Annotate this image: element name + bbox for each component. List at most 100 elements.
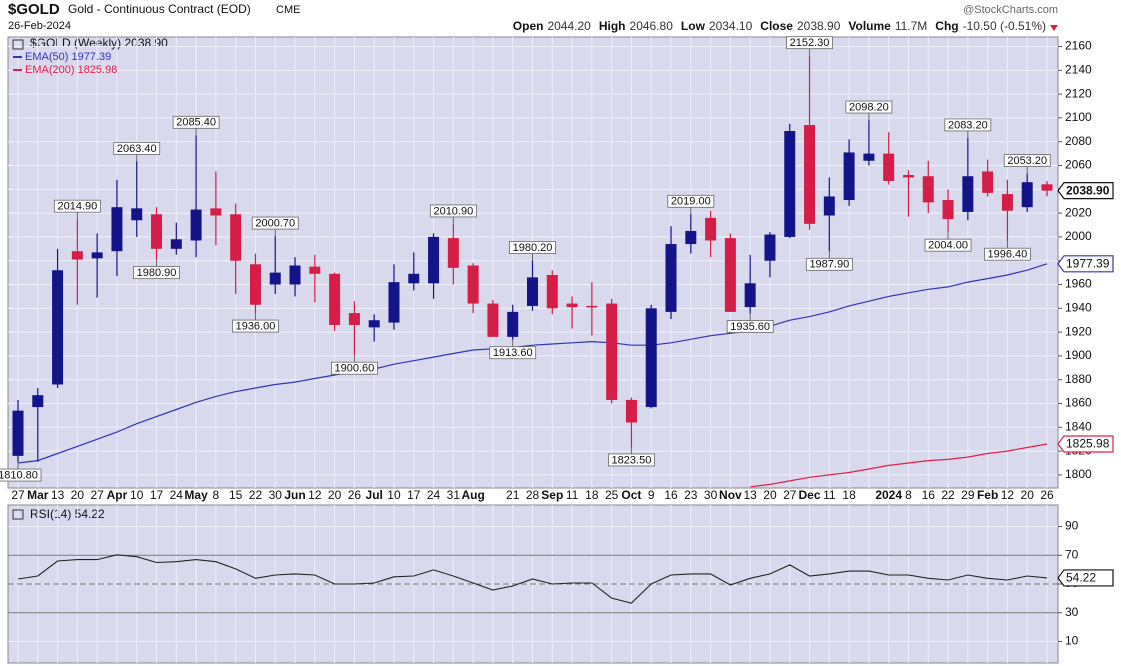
x-tick-label: 12 <box>308 488 322 502</box>
stat-value: 2034.10 <box>709 19 753 33</box>
stat-value: -10.50 (-0.51%) <box>963 19 1046 33</box>
candle-body <box>546 274 558 309</box>
x-tick-label: 16 <box>664 488 678 502</box>
candle-body <box>685 230 697 245</box>
candle-body <box>863 153 875 161</box>
y-tick-label: 2120 <box>1065 86 1092 100</box>
x-tick-label: 23 <box>684 488 698 502</box>
x-tick-label: 24 <box>170 488 184 502</box>
x-tick-label: 20 <box>71 488 85 502</box>
candle-body <box>982 171 994 193</box>
candle-body <box>12 410 24 456</box>
legend-title: $GOLD (Weekly) 2038.90 <box>30 36 168 50</box>
callout-label: 1900.60 <box>335 363 375 375</box>
callout-box <box>53 199 101 213</box>
y-tick-label: 2020 <box>1065 205 1092 219</box>
candle-body <box>902 175 914 178</box>
title: $GOLD <box>8 1 60 18</box>
x-tick-label: 17 <box>150 488 164 502</box>
candle-body <box>724 238 736 312</box>
rsi-legend: RSI(14) 54.22 <box>30 507 105 521</box>
x-tick-label: 9 <box>648 488 655 502</box>
ema-line <box>750 443 1048 488</box>
callout-box <box>331 361 378 375</box>
x-tick-label: 15 <box>229 488 243 502</box>
callout-box <box>667 194 715 208</box>
stat-label: Open <box>513 19 544 33</box>
candle-body <box>1041 184 1053 191</box>
callout-label: 2063.40 <box>117 143 157 155</box>
callout-box <box>133 266 180 280</box>
candle-body <box>705 217 717 241</box>
y-tick-label: 2160 <box>1065 39 1092 53</box>
x-tick-label: 21 <box>506 488 520 502</box>
candle-body <box>487 303 499 337</box>
y-tick-label: 1840 <box>1065 419 1092 433</box>
candle-body <box>71 251 83 260</box>
stat-value: 2038.90 <box>797 19 841 33</box>
y-tick-label: 1940 <box>1065 300 1092 314</box>
value-tag-label: 54.22 <box>1066 571 1096 585</box>
y-tick-label: 2000 <box>1065 229 1092 243</box>
stat-value: 2044.20 <box>547 19 591 33</box>
x-tick-label: 30 <box>704 488 718 502</box>
x-tick-label: Mar <box>27 488 49 502</box>
callout-box <box>429 204 477 218</box>
callout-box <box>845 100 893 114</box>
callout-label: 1987.90 <box>809 259 849 271</box>
candle-body <box>744 283 756 308</box>
x-tick-label: Aug <box>461 488 484 502</box>
subtitle: Gold - Continuous Contract (EOD) <box>68 2 251 16</box>
x-tick-label: 18 <box>585 488 599 502</box>
y-tick-label: 2080 <box>1065 134 1092 148</box>
callout-box <box>0 468 42 482</box>
date: 26-Feb-2024 <box>8 20 71 32</box>
callout-label: 1936.00 <box>236 320 276 332</box>
callout-label: 2019.00 <box>671 196 711 208</box>
candle-body <box>764 234 776 261</box>
exchange: CME <box>276 4 300 16</box>
candle-body <box>645 308 657 408</box>
y-tick-label: 1800 <box>1065 467 1092 481</box>
x-tick-label: 27 <box>90 488 104 502</box>
candle-body <box>804 125 816 224</box>
legend-label: EMA(50) 1977.39 <box>25 51 111 63</box>
change-arrow <box>1050 25 1058 31</box>
callout-label: 2085.40 <box>176 117 216 129</box>
candle-body <box>1021 182 1033 208</box>
x-tick-label: 10 <box>130 488 144 502</box>
x-tick-label: 11 <box>823 488 836 502</box>
value-tag-label: 2038.90 <box>1066 183 1110 197</box>
x-tick-label: Jul <box>366 488 383 502</box>
callout-label: 1980.90 <box>137 267 177 279</box>
stat-label: Chg <box>935 19 958 33</box>
callout-label: 2083.20 <box>948 119 988 131</box>
candle-body <box>447 238 459 268</box>
x-tick-label: 11 <box>566 488 579 502</box>
candle-body <box>606 303 618 400</box>
callout-box <box>172 115 220 129</box>
callout-label: 1935.60 <box>730 321 770 333</box>
stat-label: High <box>599 19 626 33</box>
x-tick-label: 13 <box>743 488 757 502</box>
x-tick-label: 12 <box>1001 488 1015 502</box>
callout-label: 2152.30 <box>790 37 830 49</box>
legend-label: EMA(200) 1825.98 <box>25 64 117 76</box>
candle-body <box>1001 194 1013 211</box>
candle-body <box>309 266 321 274</box>
callout-box <box>509 241 556 254</box>
candle-body <box>131 208 143 221</box>
candle-body <box>249 264 261 305</box>
callout-box <box>251 216 299 230</box>
x-tick-label: 26 <box>1040 488 1054 502</box>
legend-icon <box>12 509 24 520</box>
callout-label: 2004.00 <box>928 240 968 252</box>
candle-body <box>289 265 301 285</box>
callout-label: 2014.90 <box>57 201 97 213</box>
candle-body <box>784 131 796 237</box>
x-tick-label: 8 <box>213 488 220 502</box>
x-tick-label: May <box>184 488 208 502</box>
candle-body <box>91 252 103 259</box>
callout-box <box>924 238 972 252</box>
